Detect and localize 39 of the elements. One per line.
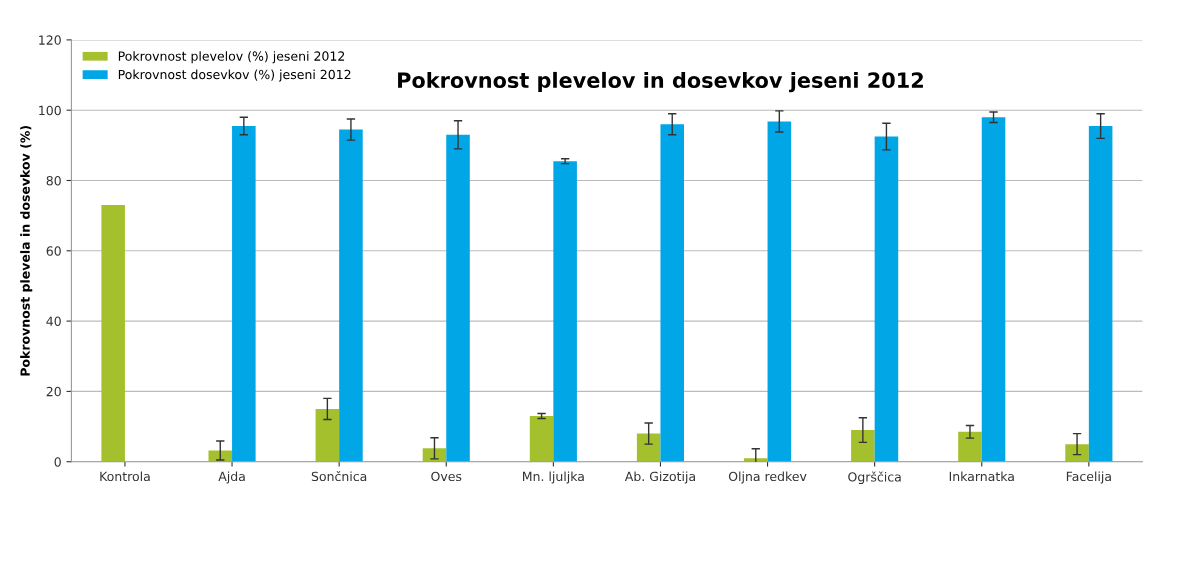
x-tick-label: Inkarnatka [949,471,1014,482]
bar [660,124,685,462]
y-axis-title: Pokrovnost plevela in dosevkov (%) [20,125,33,376]
x-tick-label: Oves [431,471,462,482]
bar [315,408,340,462]
bar [981,117,1006,462]
bar [958,431,982,462]
y-tick-label: 80 [46,175,61,186]
bar [1088,126,1113,462]
x-tick-label: Sončnica [311,470,367,482]
x-tick-label: Ajda [218,471,245,484]
legend-label: Pokrovnost plevelov (%) jeseni 2012 [118,51,345,64]
bar [232,126,256,462]
x-tick-label: Mn. ljuljka [523,471,584,484]
x-tick-label: Ogrščica [848,471,901,485]
y-tick-label: 20 [46,386,61,397]
x-tick-label: Facelija [1066,471,1111,484]
bar [874,136,899,462]
bar [208,450,233,462]
legend-label: Pokrovnost dosevkov (%) jeseni 2012 [118,69,351,82]
text: Pokrovnost plevelov in dosevkov jeseni 2012 [398,71,923,93]
x-tick-label: Ab. Gizotija [624,471,695,484]
y-tick-label: 100 [39,105,61,116]
bar [636,433,661,462]
bar [529,416,554,462]
y-tick-label: 40 [46,316,61,327]
y-tick-label: 60 [46,246,61,256]
x-tick-label: Oljna redkev [728,471,807,484]
bar [553,161,577,462]
bar [422,448,447,462]
bar [446,134,470,462]
x-tick-label: Kontrola [100,471,150,482]
bar [767,121,792,462]
bar [339,129,363,462]
bar [851,430,875,462]
y-tick-label: 120 [39,35,61,45]
y-tick-label: 0 [54,457,61,467]
bar [1065,444,1089,462]
bar [101,205,125,462]
